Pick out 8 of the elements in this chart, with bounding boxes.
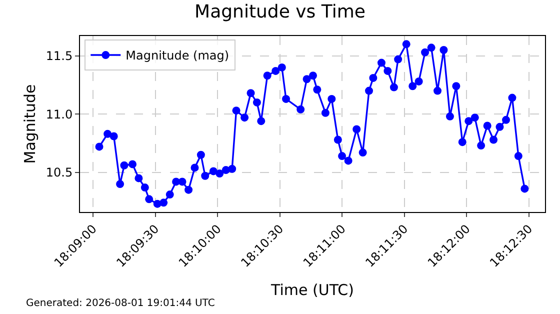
text: Generated: 2026-08-01 19:01:44 UTC: [26, 298, 215, 309]
y-axis-title: Magnitude: [21, 84, 40, 164]
chart-title: Magnitude vs Time: [194, 1, 366, 22]
y-tick-label: 11.5: [46, 49, 73, 64]
x-axis-title: Time (UTC): [270, 280, 354, 299]
y-tick-label: 11.0: [46, 107, 73, 122]
legend-label: Magnitude (mag): [126, 48, 230, 63]
y-tick-label: 10.5: [46, 166, 73, 180]
